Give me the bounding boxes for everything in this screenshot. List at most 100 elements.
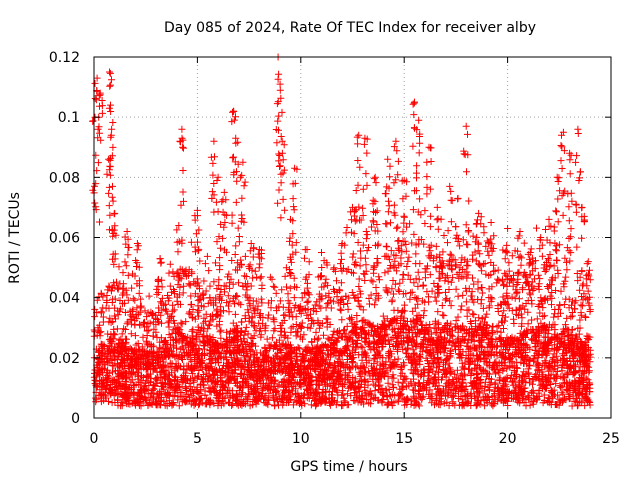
data-point bbox=[469, 232, 477, 240]
data-point bbox=[200, 277, 208, 285]
data-point bbox=[559, 350, 567, 358]
data-point bbox=[386, 340, 393, 348]
data-point bbox=[282, 264, 290, 272]
data-point bbox=[511, 294, 519, 302]
data-point bbox=[257, 295, 265, 303]
data-point bbox=[324, 300, 331, 308]
data-point bbox=[366, 300, 373, 308]
data-point bbox=[344, 265, 352, 273]
data-point bbox=[231, 310, 239, 318]
data-point bbox=[382, 220, 390, 228]
data-point bbox=[508, 293, 516, 301]
data-point bbox=[359, 241, 367, 249]
data-point bbox=[203, 252, 211, 260]
data-point bbox=[240, 272, 248, 280]
data-point bbox=[476, 261, 484, 269]
data-point bbox=[418, 394, 426, 402]
data-point bbox=[565, 295, 573, 303]
data-point bbox=[210, 278, 218, 286]
data-point bbox=[552, 287, 560, 294]
data-point bbox=[143, 313, 151, 321]
data-point bbox=[272, 289, 280, 297]
data-point bbox=[425, 293, 432, 301]
data-point bbox=[348, 289, 356, 296]
data-point bbox=[149, 332, 157, 340]
data-point bbox=[490, 232, 498, 240]
data-point bbox=[519, 286, 526, 294]
data-point bbox=[201, 391, 209, 399]
data-point bbox=[169, 301, 177, 309]
data-point bbox=[556, 301, 564, 309]
data-point bbox=[315, 324, 323, 332]
data-point bbox=[372, 284, 380, 291]
data-point bbox=[243, 286, 251, 294]
data-point bbox=[385, 386, 393, 393]
data-point bbox=[216, 328, 224, 336]
data-point bbox=[351, 217, 359, 225]
data-point bbox=[567, 249, 575, 257]
data-point bbox=[200, 303, 208, 311]
data-point bbox=[389, 371, 397, 379]
data-point bbox=[179, 289, 187, 297]
data-point bbox=[269, 282, 277, 290]
data-point bbox=[383, 401, 391, 409]
data-point bbox=[452, 317, 460, 325]
data-point bbox=[475, 314, 483, 322]
data-point bbox=[394, 223, 402, 231]
data-point bbox=[526, 401, 534, 409]
data-point bbox=[444, 239, 451, 247]
data-point bbox=[143, 332, 151, 339]
data-point bbox=[579, 280, 587, 288]
data-point bbox=[548, 301, 555, 309]
data-point bbox=[541, 268, 549, 275]
data-point bbox=[568, 326, 576, 334]
data-point bbox=[440, 349, 448, 357]
data-point bbox=[563, 266, 571, 274]
data-point bbox=[480, 223, 488, 231]
data-point bbox=[394, 398, 402, 406]
data-point bbox=[255, 319, 263, 327]
data-point bbox=[205, 322, 213, 330]
data-point bbox=[355, 302, 363, 310]
data-point bbox=[421, 220, 429, 227]
data-point bbox=[320, 331, 327, 339]
data-point bbox=[120, 325, 128, 333]
data-point bbox=[426, 223, 434, 231]
data-point bbox=[304, 315, 312, 322]
data-point bbox=[355, 275, 363, 283]
data-point bbox=[573, 243, 581, 251]
data-point bbox=[129, 295, 137, 303]
data-point bbox=[518, 314, 526, 322]
data-point bbox=[123, 291, 131, 299]
data-point bbox=[426, 321, 434, 328]
data-point bbox=[342, 229, 350, 237]
data-point bbox=[153, 333, 161, 341]
data-point bbox=[528, 316, 536, 324]
data-point bbox=[242, 273, 250, 280]
data-point bbox=[168, 330, 176, 338]
data-point bbox=[458, 302, 466, 310]
data-point bbox=[235, 279, 242, 287]
data-point bbox=[169, 307, 177, 315]
data-point bbox=[527, 245, 535, 253]
data-point bbox=[220, 383, 228, 391]
data-point bbox=[539, 313, 547, 320]
data-point bbox=[269, 314, 277, 322]
data-point bbox=[174, 248, 182, 256]
data-point bbox=[307, 310, 314, 318]
data-point bbox=[390, 374, 398, 382]
data-point bbox=[467, 350, 475, 358]
data-point bbox=[304, 297, 312, 305]
data-point bbox=[375, 276, 383, 284]
data-point bbox=[189, 326, 197, 334]
data-point bbox=[206, 321, 213, 329]
data-point bbox=[349, 250, 357, 258]
data-point bbox=[528, 335, 535, 343]
data-point bbox=[472, 365, 480, 373]
data-point bbox=[137, 295, 145, 303]
data-point bbox=[419, 281, 427, 289]
data-point bbox=[145, 292, 153, 300]
data-point bbox=[166, 260, 174, 268]
data-point bbox=[118, 330, 126, 338]
data-point bbox=[546, 239, 554, 247]
